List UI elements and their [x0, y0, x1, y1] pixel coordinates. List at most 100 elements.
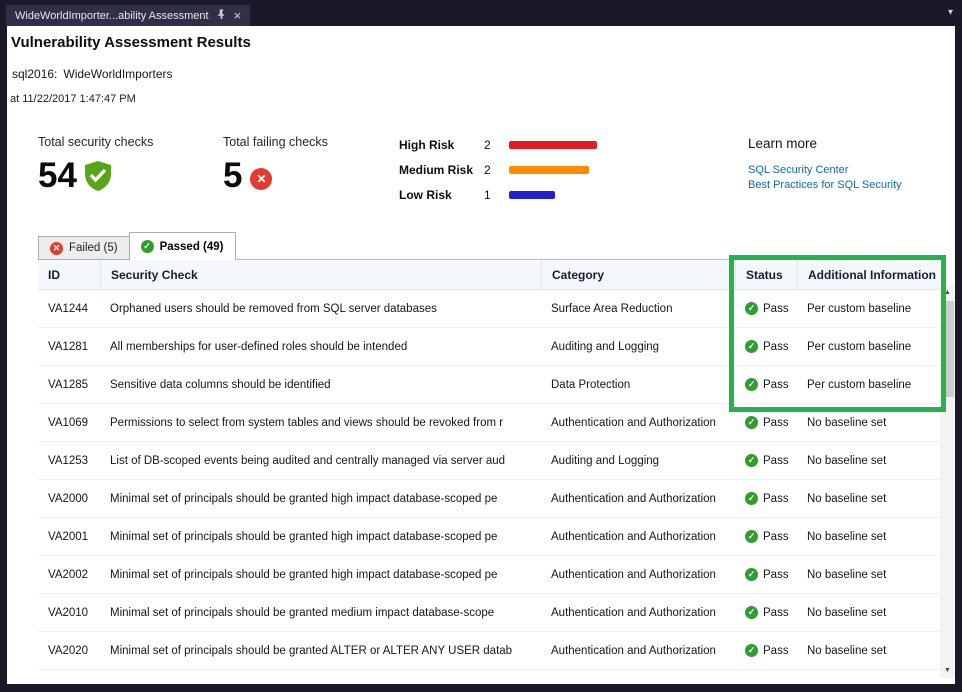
status-text: Pass [763, 606, 789, 619]
status-text: Pass [763, 416, 789, 429]
cell-security-check: Minimal set of principals should be gran… [110, 644, 513, 657]
fail-circle-icon: ✕ [250, 168, 273, 190]
server-name: sql2016: [12, 67, 58, 81]
cell-id: VA1285 [48, 378, 89, 391]
cell-security-check: Minimal set of principals should be gran… [110, 492, 498, 505]
table-row[interactable]: VA1244 Orphaned users should be removed … [38, 290, 940, 328]
cell-id: VA1244 [48, 302, 89, 315]
cell-id: VA2010 [48, 606, 89, 619]
total-checks-metric: Total security checks 54 [38, 135, 153, 193]
document-tab-label: WideWorldImporter...ability Assessment [15, 9, 209, 22]
document-tab[interactable]: WideWorldImporter...ability Assessment × [6, 5, 251, 26]
cell-additional-info: No baseline set [807, 416, 887, 429]
table-row[interactable]: VA2001 Minimal set of principals should … [38, 518, 940, 556]
table-row[interactable]: VA1281 All memberships for user-defined … [38, 328, 940, 366]
scrollbar-thumb[interactable] [941, 301, 954, 397]
risk-label: High Risk [399, 137, 455, 152]
cell-status: ✓ Pass [735, 378, 797, 391]
scroll-down-icon[interactable]: ▼ [944, 667, 951, 674]
tab-list-dropdown-icon[interactable]: ▾ [947, 7, 953, 18]
cell-additional-info: No baseline set [807, 644, 887, 657]
link-best-practices[interactable]: Best Practices for SQL Security [748, 179, 902, 191]
cell-additional-info: Per custom baseline [807, 378, 912, 391]
status-text: Pass [763, 568, 789, 581]
cell-additional-info: No baseline set [807, 492, 887, 505]
learn-more-title: Learn more [748, 136, 818, 151]
col-header-additional-info[interactable]: Additional Information [797, 260, 940, 289]
cell-category: Surface Area Reduction [551, 302, 673, 315]
status-text: Pass [763, 644, 789, 657]
pass-icon: ✓ [745, 416, 758, 429]
cell-category: Authentication and Authorization [551, 568, 716, 581]
table-row[interactable]: VA2002 Minimal set of principals should … [38, 556, 940, 594]
risk-legend: High Risk 2 Medium Risk 2 Low Risk 1 [399, 136, 597, 211]
cell-category: Data Protection [551, 378, 631, 391]
pass-icon: ✓ [745, 606, 758, 619]
table-row[interactable]: VA1253 List of DB-scoped events being au… [38, 442, 940, 480]
risk-count: 2 [484, 162, 491, 177]
pass-icon: ✓ [745, 492, 758, 505]
scan-timestamp: at 11/22/2017 1:47:47 PM [10, 93, 136, 105]
cell-category: Authentication and Authorization [551, 530, 716, 543]
col-header-category[interactable]: Category [541, 260, 735, 289]
cell-status: ✓ Pass [735, 454, 797, 467]
cell-category: Authentication and Authorization [551, 606, 716, 619]
cell-id: VA2001 [48, 530, 89, 543]
cell-category: Auditing and Logging [551, 340, 660, 353]
table-row[interactable]: VA2010 Minimal set of principals should … [38, 594, 940, 632]
cell-additional-info: Per custom baseline [807, 340, 912, 353]
pass-icon: ✓ [745, 378, 758, 391]
tab-passed[interactable]: ✓ Passed (49) [128, 232, 236, 260]
cell-status: ✓ Pass [735, 340, 797, 353]
cell-category: Authentication and Authorization [551, 492, 716, 505]
document-tab-bar: WideWorldImporter...ability Assessment ×… [0, 0, 962, 26]
cell-id: VA2002 [48, 568, 89, 581]
table-row[interactable]: VA2000 Minimal set of principals should … [38, 480, 940, 518]
pass-icon: ✓ [745, 568, 758, 581]
cell-status: ✓ Pass [735, 568, 797, 581]
cell-security-check: List of DB-scoped events being audited a… [110, 454, 506, 467]
risk-row: Medium Risk 2 [399, 161, 597, 178]
col-header-id[interactable]: ID [48, 267, 60, 282]
content-area: Vulnerability Assessment Results sql2016… [7, 26, 955, 684]
risk-row: High Risk 2 [399, 136, 597, 153]
passed-tab-icon: ✓ [140, 240, 154, 253]
shield-check-icon [84, 161, 111, 196]
col-header-status[interactable]: Status [735, 260, 797, 289]
tab-failed-label: Failed (5) [69, 242, 118, 254]
pass-icon: ✓ [745, 302, 758, 315]
failed-tab-icon: ✕ [50, 241, 63, 255]
cell-id: VA1281 [48, 340, 89, 353]
cell-category: Authentication and Authorization [551, 644, 716, 657]
status-text: Pass [763, 378, 789, 391]
cell-additional-info: No baseline set [807, 568, 887, 581]
cell-id: VA1069 [48, 416, 89, 429]
cell-additional-info: No baseline set [807, 454, 887, 467]
scroll-up-icon[interactable]: ▲ [944, 289, 951, 296]
status-text: Pass [763, 454, 789, 467]
cell-additional-info: Per custom baseline [807, 302, 912, 315]
table-row[interactable]: VA1069 Permissions to select from system… [38, 404, 940, 442]
link-sql-security-center[interactable]: SQL Security Center [748, 164, 849, 176]
page-title: Vulnerability Assessment Results [11, 34, 251, 51]
cell-security-check: Minimal set of principals should be gran… [110, 568, 498, 581]
cell-category: Auditing and Logging [551, 454, 660, 467]
table-row[interactable]: VA1285 Sensitive data columns should be … [38, 366, 940, 404]
pin-icon[interactable] [217, 8, 226, 23]
close-icon[interactable]: × [233, 8, 242, 23]
pass-icon: ✓ [745, 644, 758, 657]
cell-security-check: Permissions to select from system tables… [110, 416, 504, 429]
tab-failed[interactable]: ✕ Failed (5) [38, 236, 130, 260]
status-text: Pass [763, 530, 789, 543]
cell-additional-info: No baseline set [807, 606, 887, 619]
cell-security-check: Orphaned users should be removed from SQ… [110, 302, 437, 315]
col-header-security-check[interactable]: Security Check [100, 260, 541, 289]
risk-label: Low Risk [399, 187, 452, 202]
table-row[interactable]: VA2020 Minimal set of principals should … [38, 632, 940, 670]
risk-bar [509, 140, 597, 149]
cell-id: VA2020 [48, 644, 89, 657]
status-text: Pass [763, 340, 789, 353]
cell-security-check: Minimal set of principals should be gran… [110, 606, 495, 619]
risk-count: 2 [484, 137, 491, 152]
vertical-scrollbar[interactable]: ▲ ▼ [940, 285, 955, 678]
